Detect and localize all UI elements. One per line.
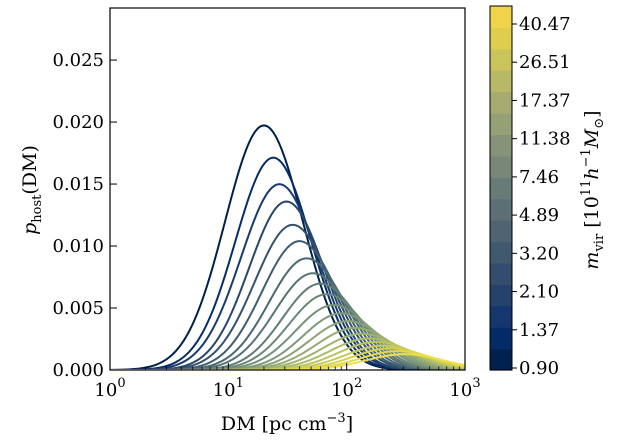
plot-frame — [109, 7, 466, 371]
colorbar-band — [490, 48, 512, 71]
x-axis: 100 101 102 103 — [94, 363, 481, 401]
colorbar-tick-label: 4.89 — [519, 205, 559, 226]
series-line-3 — [110, 183, 465, 370]
y-axis: 0.000 0.005 0.010 0.015 0.020 0.025 — [52, 50, 117, 381]
colorbar-band — [490, 220, 512, 243]
colorbar-tick-label: 26.51 — [519, 52, 571, 73]
colorbar-band — [490, 198, 512, 221]
colorbar-bands — [490, 6, 512, 371]
colorbar-band — [490, 262, 512, 285]
y-tick-label: 0.015 — [52, 174, 104, 195]
colorbar-tick-label: 7.46 — [519, 167, 559, 188]
x-axis-label: DM [pc cm−3] — [221, 411, 353, 435]
colorbar-label: mvir [1011h−1M⊙] — [579, 110, 607, 269]
colorbar-tick-label: 0.90 — [519, 358, 559, 379]
colorbar-tick-label: 11.38 — [519, 129, 571, 150]
colorbar-tick-label: 2.10 — [519, 282, 559, 303]
colorbar-band — [490, 327, 512, 350]
y-tick-label: 0.010 — [52, 236, 104, 257]
colorbar-band — [490, 241, 512, 264]
y-tick-label: 0.005 — [52, 298, 104, 319]
colorbar-band — [490, 155, 512, 178]
colorbar-tick-label: 17.37 — [519, 90, 571, 111]
colorbar-tick-label: 1.37 — [519, 320, 559, 341]
y-tick-label: 0.020 — [52, 112, 104, 133]
colorbar-band — [490, 284, 512, 307]
x-tick-label: 103 — [449, 376, 480, 401]
colorbar-ticks: 0.90 1.37 2.10 3.20 4.89 7.46 11.38 17.37 26.51 4… — [512, 14, 571, 379]
colorbar: 0.90 1.37 2.10 3.20 4.89 7.46 11.38 17.37 26.51 4… — [489, 5, 607, 379]
colorbar-frame — [489, 5, 513, 371]
colorbar-band — [490, 70, 512, 93]
colorbar-tick-label: 3.20 — [519, 243, 559, 264]
colorbar-band — [490, 113, 512, 136]
curves-layer — [110, 124, 465, 370]
colorbar-band — [490, 177, 512, 200]
x-tick-label: 102 — [331, 376, 362, 401]
colorbar-band — [490, 27, 512, 50]
y-tick-label: 0.000 — [52, 360, 104, 381]
x-tick-label: 101 — [213, 376, 244, 401]
x-tick-label: 100 — [94, 376, 125, 401]
colorbar-band — [490, 134, 512, 157]
y-axis-label: phost(DM) — [19, 145, 45, 235]
colorbar-tick-label: 40.47 — [519, 14, 571, 35]
colorbar-band — [490, 348, 512, 371]
series-line-12 — [110, 312, 465, 370]
colorbar-band — [490, 6, 512, 29]
colorbar-band — [490, 91, 512, 114]
colorbar-band — [490, 305, 512, 328]
y-tick-label: 0.025 — [52, 50, 104, 71]
